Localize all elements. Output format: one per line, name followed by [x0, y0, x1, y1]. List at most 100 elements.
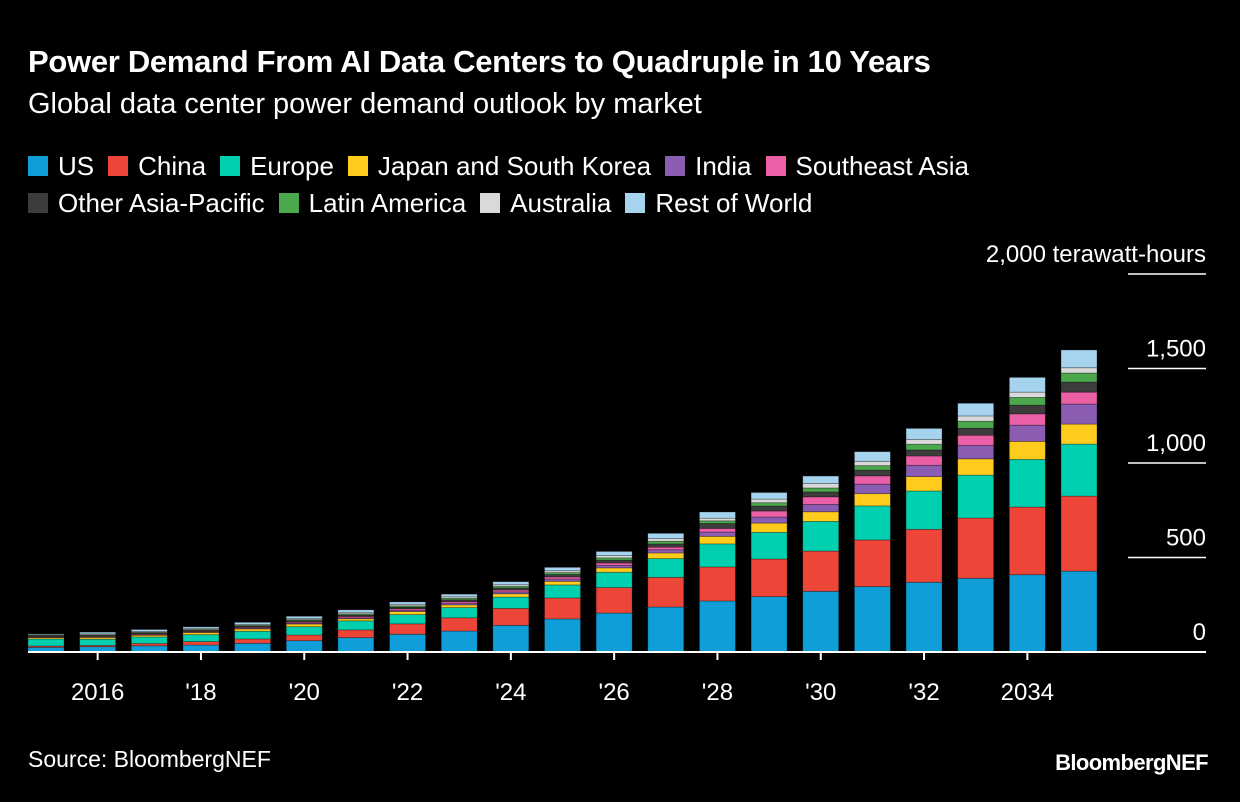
bar-segment [802, 483, 840, 489]
legend-item: Southeast Asia [765, 148, 969, 184]
bar-segment [1060, 443, 1098, 497]
bar-segment [957, 420, 995, 429]
bar-segment [79, 637, 117, 640]
bar-segment [905, 464, 943, 478]
bar-segment [182, 626, 220, 629]
bar-segment [750, 522, 788, 533]
bar-segment [234, 638, 272, 644]
y-tick-label: 500 [1166, 525, 1206, 552]
bar-segment [595, 612, 633, 653]
bar-segment [182, 634, 220, 643]
bar-segment [647, 576, 685, 608]
bar-segment [285, 619, 323, 622]
legend-swatch [28, 156, 48, 176]
chart-subtitle: Global data center power demand outlook … [28, 88, 702, 120]
bar-segment [957, 427, 995, 436]
bar-segment [1060, 349, 1098, 369]
bar-segment [285, 623, 323, 628]
bar-segment [854, 460, 891, 467]
bar-segment [337, 637, 375, 653]
bar-segment [285, 626, 323, 636]
bar-segment [802, 511, 840, 522]
bar-segment [905, 438, 943, 445]
x-tick-label: 2034 [1001, 679, 1054, 706]
bar-segment [544, 578, 581, 582]
legend-label: Other Asia-Pacific [58, 188, 265, 218]
bar-segment [647, 549, 685, 554]
legend-label: India [695, 151, 752, 181]
bar-segment [699, 535, 736, 545]
bar-segment [750, 498, 788, 504]
bar-segment [905, 443, 943, 451]
source-note: Source: BloombergNEF [28, 746, 271, 772]
legend-label: Latin America [308, 188, 467, 218]
legend-item: Latin America [278, 185, 467, 221]
bar-segment [699, 527, 736, 533]
legend-item: Japan and South Korea [347, 148, 652, 184]
bar-segment [130, 636, 168, 644]
bar-segment [905, 449, 943, 457]
bar-segment [182, 644, 220, 653]
bar-segment [27, 638, 65, 647]
bar-segment [389, 611, 426, 615]
legend-label: Australia [510, 188, 612, 218]
bar-segment [1008, 397, 1046, 406]
bar-segment [79, 636, 117, 638]
x-tick-label: '26 [599, 679, 630, 706]
bar-segment [802, 590, 840, 653]
bar-segment [854, 493, 891, 507]
bar-segment [1008, 459, 1046, 508]
bar-segment [802, 521, 840, 552]
bar-segment [234, 621, 272, 625]
bar-segment [389, 601, 426, 605]
bar-segment [337, 620, 375, 631]
legend-swatch [625, 193, 646, 213]
chart-title: Power Demand From AI Data Centers to Qua… [28, 44, 931, 79]
bar-segment [234, 630, 272, 640]
x-tick-label: '32 [908, 679, 939, 706]
bar-segment [854, 465, 891, 471]
bar-segment [544, 618, 581, 653]
x-tick-label: '18 [185, 679, 216, 706]
bar-segment [234, 642, 272, 653]
bar-segment [750, 516, 788, 524]
legend-item: India [665, 148, 752, 184]
legend-swatch [347, 156, 368, 176]
legend-swatch [278, 193, 299, 213]
legend-item: Rest of World [625, 185, 812, 221]
bar-segment [1008, 404, 1046, 415]
bar-segment [647, 532, 685, 539]
bar-segment [957, 445, 995, 460]
bar-segment [905, 528, 943, 583]
bar-segment [750, 510, 788, 518]
bar-segment [492, 581, 530, 586]
bar-segment [595, 571, 633, 588]
bar-segment [802, 503, 840, 513]
legend-label: Japan and South Korea [377, 151, 652, 181]
legend-swatch [220, 156, 241, 176]
bar-segment [1060, 381, 1098, 393]
legend-label: US [58, 151, 95, 181]
bar-segment [905, 428, 943, 440]
legend-item: Other Asia-Pacific [28, 185, 265, 221]
x-tick-label: '30 [805, 679, 836, 706]
legend-item: China [108, 148, 206, 184]
bar-segment [492, 593, 530, 598]
bar-segment [182, 641, 220, 646]
bar-segment [750, 502, 788, 507]
bar-segment [854, 475, 891, 485]
bar-segment [285, 615, 323, 619]
bar-segment [854, 469, 891, 477]
bar-segment [1060, 495, 1098, 572]
x-tick-label: '28 [702, 679, 733, 706]
bar-segment [182, 628, 220, 630]
bar-segment [699, 531, 736, 537]
bar-segment [440, 630, 478, 653]
bar-segment [79, 631, 117, 635]
y-tick-label: 0 [1193, 619, 1206, 646]
legend-swatch [108, 156, 129, 176]
legend-item: Australia [480, 185, 611, 221]
bar-segment [750, 558, 788, 598]
bar-segment [957, 474, 995, 519]
